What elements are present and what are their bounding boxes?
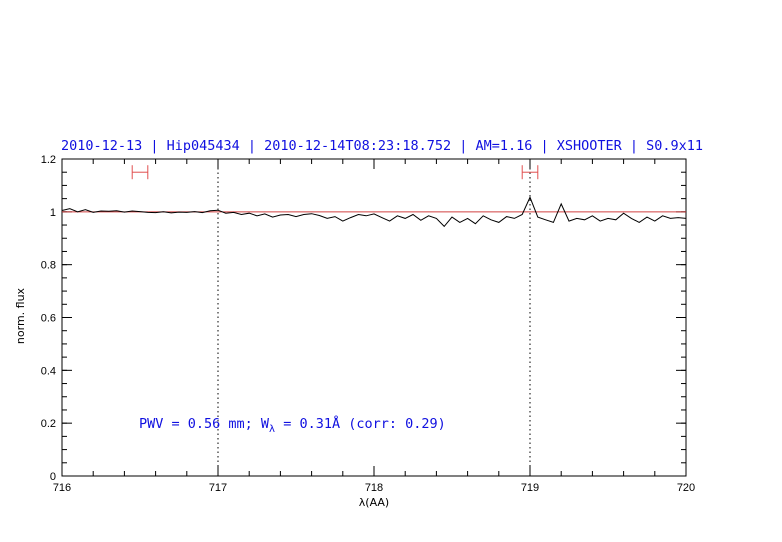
y-tick-label: 0.4 <box>41 365 56 377</box>
chart-title: 2010-12-13 | Hip045434 | 2010-12-14T08:2… <box>61 138 703 154</box>
y-tick-label: 0 <box>50 471 56 483</box>
x-tick-label: 720 <box>677 482 695 494</box>
y-axis-label: norm. flux <box>14 287 27 344</box>
plot-area: 716 717 718 719 720 0 0.2 0.4 0.6 0.8 1 1.2 <box>41 154 695 494</box>
y-tick-label: 1 <box>50 207 56 219</box>
y-tick-label: 1.2 <box>41 154 56 166</box>
x-tick-label: 719 <box>521 482 539 494</box>
pwv-annotation: PWV = 0.56 mm; Wλ = 0.31Å (corr: 0.29) <box>139 415 446 435</box>
annotation-prefix: PWV = 0.56 mm; W <box>139 416 270 432</box>
x-tick-label: 718 <box>365 482 383 494</box>
x-tick-label: 716 <box>53 482 71 494</box>
y-tick-label: 0.8 <box>41 260 56 272</box>
annotation-subscript: λ <box>269 424 275 435</box>
spectrum-line <box>61 196 687 228</box>
y-tick-label: 0.6 <box>41 313 56 325</box>
annotation-suffix: = 0.31Å (corr: 0.29) <box>275 415 446 432</box>
x-axis-label: λ(AA) <box>359 496 389 509</box>
x-tick-label: 717 <box>209 482 227 494</box>
y-tick-label: 0.2 <box>41 418 56 430</box>
